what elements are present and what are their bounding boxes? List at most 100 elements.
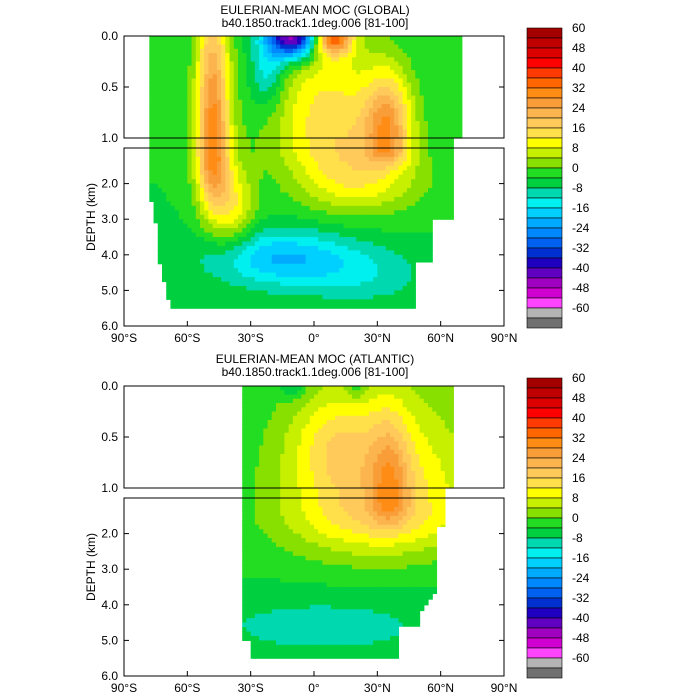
field-cell — [339, 223, 345, 229]
field-cell — [360, 74, 366, 80]
field-cell — [415, 201, 421, 207]
field-cell — [309, 156, 315, 162]
field-cell — [183, 95, 188, 101]
field-cell — [343, 219, 349, 225]
field-cell — [339, 299, 345, 305]
field-cell — [157, 183, 163, 189]
field-cell — [225, 277, 231, 283]
field-cell — [195, 70, 201, 75]
field-cell — [271, 533, 277, 539]
field-cell — [288, 121, 294, 126]
field-cell — [246, 520, 252, 526]
field-cell — [419, 112, 425, 118]
field-cell — [191, 70, 197, 75]
field-cell — [428, 82, 433, 88]
field-cell — [225, 125, 231, 131]
field-cell — [271, 245, 277, 251]
field-cell — [330, 40, 336, 46]
field-cell — [263, 653, 269, 659]
field-cell — [297, 403, 302, 408]
field-cell — [347, 223, 353, 229]
field-cell — [280, 179, 286, 185]
field-cell — [284, 138, 290, 154]
field-cell — [297, 398, 302, 404]
field-cell — [200, 183, 205, 189]
field-cell — [402, 281, 408, 287]
field-cell — [292, 245, 298, 251]
field-cell — [406, 290, 412, 296]
field-cell — [322, 285, 328, 291]
field-cell — [242, 538, 248, 544]
field-cell — [246, 268, 252, 274]
field-cell — [166, 205, 172, 211]
field-cell — [394, 223, 400, 229]
field-cell — [204, 133, 210, 139]
field-cell — [267, 466, 273, 472]
field-cell — [216, 263, 222, 269]
field-cell — [343, 210, 349, 216]
field-cell — [326, 78, 332, 84]
field-cell — [174, 121, 180, 126]
field-cell — [419, 201, 425, 207]
field-cell — [368, 183, 374, 189]
field-cell — [356, 285, 362, 291]
field-cell — [250, 649, 256, 655]
field-cell — [254, 546, 260, 552]
field-cell — [233, 44, 239, 50]
field-cell — [385, 277, 391, 283]
field-cell — [267, 48, 273, 54]
field-cell — [221, 250, 226, 256]
field-cell — [339, 245, 345, 251]
field-cell — [436, 201, 442, 207]
field-cell — [238, 170, 243, 176]
field-cell — [149, 108, 155, 114]
field-cell — [183, 121, 188, 126]
field-cell — [178, 116, 184, 122]
field-cell — [263, 618, 269, 624]
field-cell — [246, 156, 252, 162]
field-cell — [314, 250, 319, 256]
field-cell — [183, 254, 188, 260]
field-cell — [347, 250, 353, 256]
field-cell — [276, 214, 281, 220]
field-cell — [364, 219, 370, 225]
field-cell — [360, 205, 366, 211]
field-cell — [292, 551, 298, 557]
field-cell — [212, 91, 218, 97]
field-cell — [377, 70, 383, 75]
field-cell — [322, 232, 328, 238]
field-cell — [263, 219, 269, 225]
field-cell — [221, 70, 226, 75]
field-cell — [267, 613, 273, 619]
field-cell — [280, 112, 286, 118]
field-cell — [271, 475, 277, 481]
field-cell — [259, 546, 264, 552]
field-cell — [368, 303, 374, 309]
field-cell — [330, 183, 336, 189]
field-cell — [250, 424, 256, 430]
field-cell — [242, 214, 248, 220]
field-cell — [301, 241, 307, 247]
field-cell — [402, 170, 408, 176]
field-cell — [297, 161, 302, 167]
field-cell — [162, 112, 167, 118]
field-cell — [267, 555, 273, 561]
field-cell — [221, 170, 226, 176]
field-cell — [428, 241, 433, 247]
field-cell — [242, 520, 248, 526]
field-cell — [449, 74, 454, 80]
field-cell — [246, 138, 252, 154]
field-cell — [153, 219, 159, 224]
field-cell — [267, 303, 273, 309]
field-cell — [157, 125, 163, 131]
field-cell — [216, 112, 222, 118]
field-cell — [280, 458, 286, 464]
field-cell — [343, 61, 349, 67]
field-cell — [254, 569, 260, 575]
field-cell — [178, 272, 184, 278]
field-cell — [259, 303, 264, 309]
field-cell — [233, 188, 239, 194]
field-cell — [444, 44, 450, 50]
field-cell — [297, 294, 302, 300]
field-cell — [398, 44, 404, 50]
